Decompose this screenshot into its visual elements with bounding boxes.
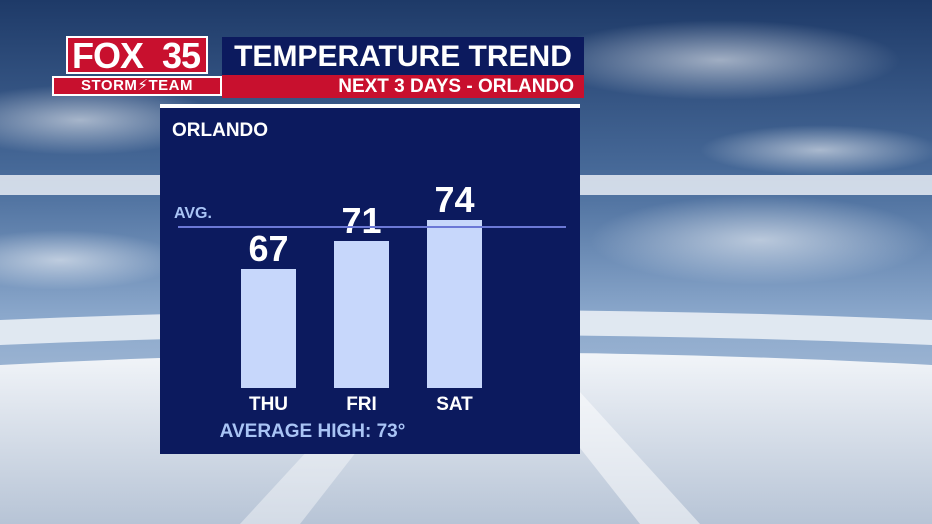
bar-sat xyxy=(427,220,482,388)
category-label-sat: SAT xyxy=(436,394,473,415)
fox35-storm-team-logo: FOX 35 STORM⚡TEAM xyxy=(52,36,222,98)
category-label-thu: THU xyxy=(249,394,288,415)
panel-top-border xyxy=(160,104,580,108)
logo-top-badge: FOX 35 xyxy=(66,35,208,76)
average-high-label: AVERAGE HIGH: 73° xyxy=(219,421,406,442)
category-label-fri: FRI xyxy=(346,394,377,415)
logo-channel-number: 35 xyxy=(161,35,201,76)
subtitle-bar: NEXT 3 DAYS - ORLANDO xyxy=(222,75,584,98)
bar-value-sat: 74 xyxy=(434,179,474,220)
temperature-bar-chart: 67 THU 71 FRI 74 SAT AVG. xyxy=(174,179,566,415)
bar-value-thu: 67 xyxy=(248,228,288,269)
page-title: TEMPERATURE TREND xyxy=(234,40,572,73)
chart-panel: ORLANDO 67 THU 71 FRI 74 SAT AVG. AVERAGE HIGH… xyxy=(160,108,580,454)
logo-fox-text: FOX xyxy=(72,35,144,76)
average-line-label: AVG. xyxy=(174,205,212,222)
bar-value-fri: 71 xyxy=(341,200,381,241)
logo-storm-team-text: STORM⚡TEAM xyxy=(52,76,222,96)
title-bar: TEMPERATURE TREND xyxy=(222,37,584,75)
bar-thu xyxy=(241,269,296,388)
bar-fri xyxy=(334,241,389,388)
page-subtitle: NEXT 3 DAYS - ORLANDO xyxy=(338,76,574,97)
location-label: ORLANDO xyxy=(172,120,269,141)
